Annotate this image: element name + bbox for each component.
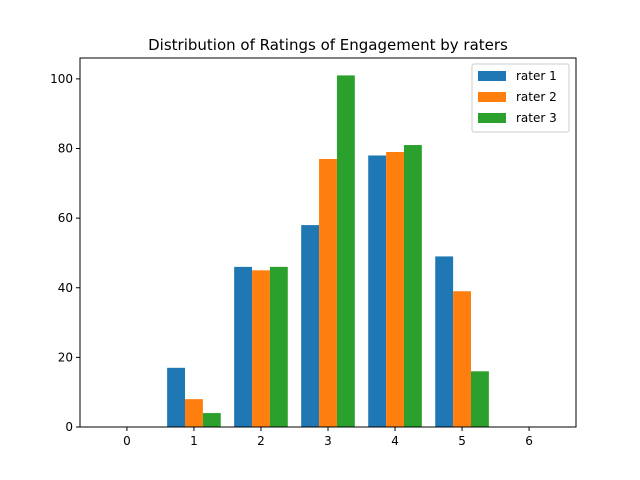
bar-rater-2-rating-4 <box>386 151 404 427</box>
bar-rater-1-rating-1 <box>167 367 186 427</box>
legend-swatch-rater-1 <box>478 71 506 81</box>
legend-swatch-rater-2 <box>478 92 506 102</box>
bars-group <box>167 75 489 428</box>
x-tick-label: 2 <box>257 434 265 448</box>
y-axis: 0 20 40 60 80 100 <box>50 72 80 434</box>
bar-rater-2-rating-3 <box>319 158 337 428</box>
y-tick-label: 80 <box>58 142 73 156</box>
bar-rater-3-rating-3 <box>336 75 355 427</box>
y-tick-label: 100 <box>50 72 73 86</box>
x-tick-label: 5 <box>458 434 466 448</box>
bar-rater-1-rating-3 <box>301 225 320 427</box>
y-tick-label: 20 <box>58 350 73 364</box>
bar-rater-1-rating-5 <box>435 256 454 427</box>
x-tick-label: 4 <box>391 434 399 448</box>
legend-label-rater-2: rater 2 <box>516 90 557 104</box>
bar-rater-1-rating-4 <box>368 155 387 428</box>
x-tick-label: 1 <box>190 434 198 448</box>
chart-title: Distribution of Ratings of Engagement by… <box>148 36 508 54</box>
bar-rater-1-rating-2 <box>234 266 253 427</box>
bar-rater-3-rating-2 <box>269 266 288 427</box>
legend: rater 1 rater 2 rater 3 <box>471 63 570 133</box>
bar-rater-2-rating-5 <box>453 291 471 427</box>
legend-swatch-rater-3 <box>478 113 506 123</box>
legend-label-rater-1: rater 1 <box>516 69 557 83</box>
y-tick-label: 40 <box>58 281 73 295</box>
bar-rater-3-rating-1 <box>202 413 221 427</box>
y-tick-label: 60 <box>58 211 73 225</box>
bar-rater-2-rating-2 <box>252 270 270 427</box>
y-tick-label: 0 <box>65 420 73 434</box>
bar-rater-3-rating-5 <box>470 371 489 427</box>
x-tick-label: 6 <box>525 434 533 448</box>
legend-label-rater-3: rater 3 <box>516 111 557 125</box>
x-axis: 0 1 2 3 4 5 6 <box>123 427 533 448</box>
bar-rater-2-rating-1 <box>185 399 203 427</box>
x-tick-label: 3 <box>324 434 332 448</box>
x-tick-label: 0 <box>123 434 131 448</box>
bar-rater-3-rating-4 <box>403 145 422 427</box>
plot-frame <box>79 57 577 428</box>
